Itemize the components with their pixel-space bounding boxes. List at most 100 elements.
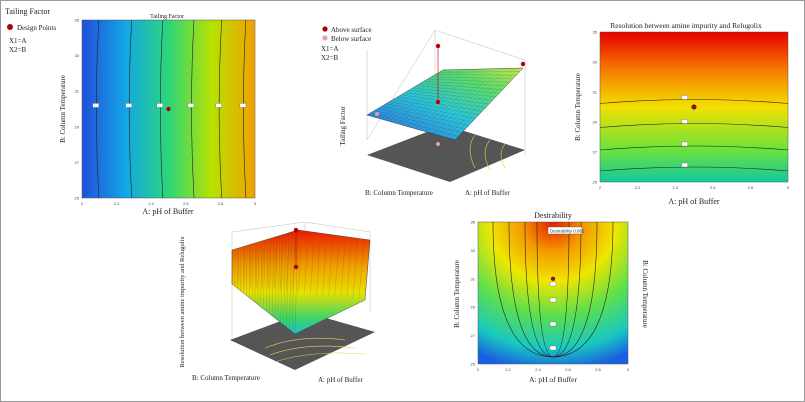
- mesh-line: [289, 231, 293, 330]
- x-tick-label: 2.6: [710, 185, 716, 190]
- design-point: [166, 106, 171, 112]
- y2-axis-label: B: Column Temperature: [641, 260, 649, 328]
- mesh-line: [280, 234, 284, 323]
- x-tick-label: 2: [599, 185, 602, 190]
- contour-label-box: [549, 297, 557, 303]
- mesh-line: [254, 242, 257, 303]
- y-tick-label: 25: [593, 180, 598, 185]
- mesh-line: [274, 236, 278, 319]
- mesh-line: [415, 68, 488, 129]
- mesh-line: [271, 237, 275, 316]
- mesh-line: [410, 68, 484, 128]
- mesh-line: [328, 242, 333, 296]
- x-tick-label: 3: [787, 185, 790, 190]
- design-point: [293, 264, 299, 270]
- mesh-line: [442, 67, 524, 71]
- desirability-flag-box: [547, 226, 583, 235]
- y-tick-label: 31: [471, 276, 476, 281]
- mesh-line: [419, 68, 492, 131]
- contour-label-box: [187, 103, 195, 108]
- contour-line: [599, 145, 789, 151]
- x-tick-label: 2.2: [505, 367, 511, 372]
- chart-resolution-contour: Resolution between amine impurity and Re…: [568, 14, 798, 209]
- chart-title: Desirability: [534, 211, 572, 220]
- y-tick-label: 29: [593, 120, 598, 125]
- mesh-line: [428, 68, 500, 133]
- design-point: [293, 227, 299, 233]
- mesh-line: [316, 243, 320, 295]
- mesh-line: [292, 230, 296, 332]
- contour-line: [599, 123, 789, 128]
- mesh-line: [352, 240, 358, 299]
- mesh-line: [322, 243, 327, 295]
- mesh-line: [435, 74, 517, 76]
- contour-line: [599, 166, 789, 172]
- x-tick-label: 3: [627, 367, 630, 372]
- mesh-line: [432, 68, 504, 134]
- x-tick-label: 2.2: [635, 185, 641, 190]
- mesh-line: [286, 232, 290, 328]
- floor-contour: [230, 312, 375, 370]
- contour-label-box: [92, 103, 99, 108]
- contour-line: [218, 19, 222, 199]
- mesh-line: [249, 244, 251, 298]
- mesh-line: [437, 68, 508, 136]
- y-axis-label: B: Column Temperature: [365, 189, 433, 197]
- design-point: [691, 104, 697, 110]
- x-tick-label: 2.8: [748, 185, 754, 190]
- design-point: [435, 99, 441, 105]
- z-axis-label: Tailing Factor: [339, 106, 347, 146]
- mesh-line: [263, 239, 266, 310]
- mesh-line: [298, 244, 302, 293]
- x-tick-label: 2.4: [148, 201, 154, 206]
- mesh-line: [424, 68, 496, 132]
- y-tick-label: 25: [75, 196, 80, 201]
- legend-x2: X2=B: [321, 54, 339, 62]
- mesh-line: [250, 248, 251, 287]
- x-tick-label: 2.4: [672, 185, 678, 190]
- y-tick-label: 27: [471, 333, 476, 338]
- y-tick-label: 33: [75, 53, 80, 58]
- x-axis-label: A: pH of Buffer: [318, 376, 363, 384]
- legend-below: Below surface: [331, 35, 371, 43]
- mesh-line: [256, 248, 258, 287]
- legend-x1: X1=A: [321, 45, 339, 53]
- plot-area: [477, 221, 629, 365]
- mesh-line: [420, 83, 503, 90]
- design-point: [520, 61, 526, 67]
- x-tick-label: 2.8: [218, 201, 224, 206]
- mesh-line: [243, 246, 245, 294]
- contour-label-box: [681, 119, 688, 124]
- contour-label-box: [681, 162, 688, 168]
- y-tick-label: 29: [75, 124, 80, 129]
- contour-label-box: [549, 345, 557, 351]
- mesh-line: [446, 68, 516, 138]
- x-tick-label: 2.6: [565, 367, 571, 372]
- mesh-line: [294, 229, 299, 335]
- mesh-line: [246, 245, 248, 296]
- contour-line: [599, 99, 789, 104]
- x-tick-label: 2.8: [595, 367, 601, 372]
- y-tick-label: 27: [593, 150, 598, 155]
- mesh-line: [257, 241, 260, 305]
- desirability-flag: Desirability 0.862: [550, 229, 585, 234]
- contour-line: [191, 19, 195, 199]
- chart-resolution-surface: Resolution between amine impurity and Re…: [170, 222, 400, 392]
- x-tick-label: 2.6: [183, 201, 189, 206]
- y-tick-label: 35: [471, 220, 476, 225]
- mesh-line: [346, 241, 352, 298]
- mesh-line: [310, 244, 314, 294]
- y-tick-label: 33: [593, 60, 598, 65]
- contour-line: [243, 19, 247, 199]
- y-axis-label: B: Column Temperature: [192, 374, 260, 382]
- contour-label-box: [549, 321, 557, 327]
- mesh-line: [280, 246, 283, 290]
- x-tick-label: 3: [254, 201, 257, 206]
- y-axis-label: B: Column Temperature: [453, 260, 461, 328]
- design-point: [435, 43, 441, 49]
- mesh-line: [416, 85, 500, 94]
- mesh-line: [304, 244, 308, 293]
- mesh-line: [268, 247, 270, 289]
- mesh-line: [274, 246, 277, 290]
- y-tick-label: 27: [75, 160, 80, 165]
